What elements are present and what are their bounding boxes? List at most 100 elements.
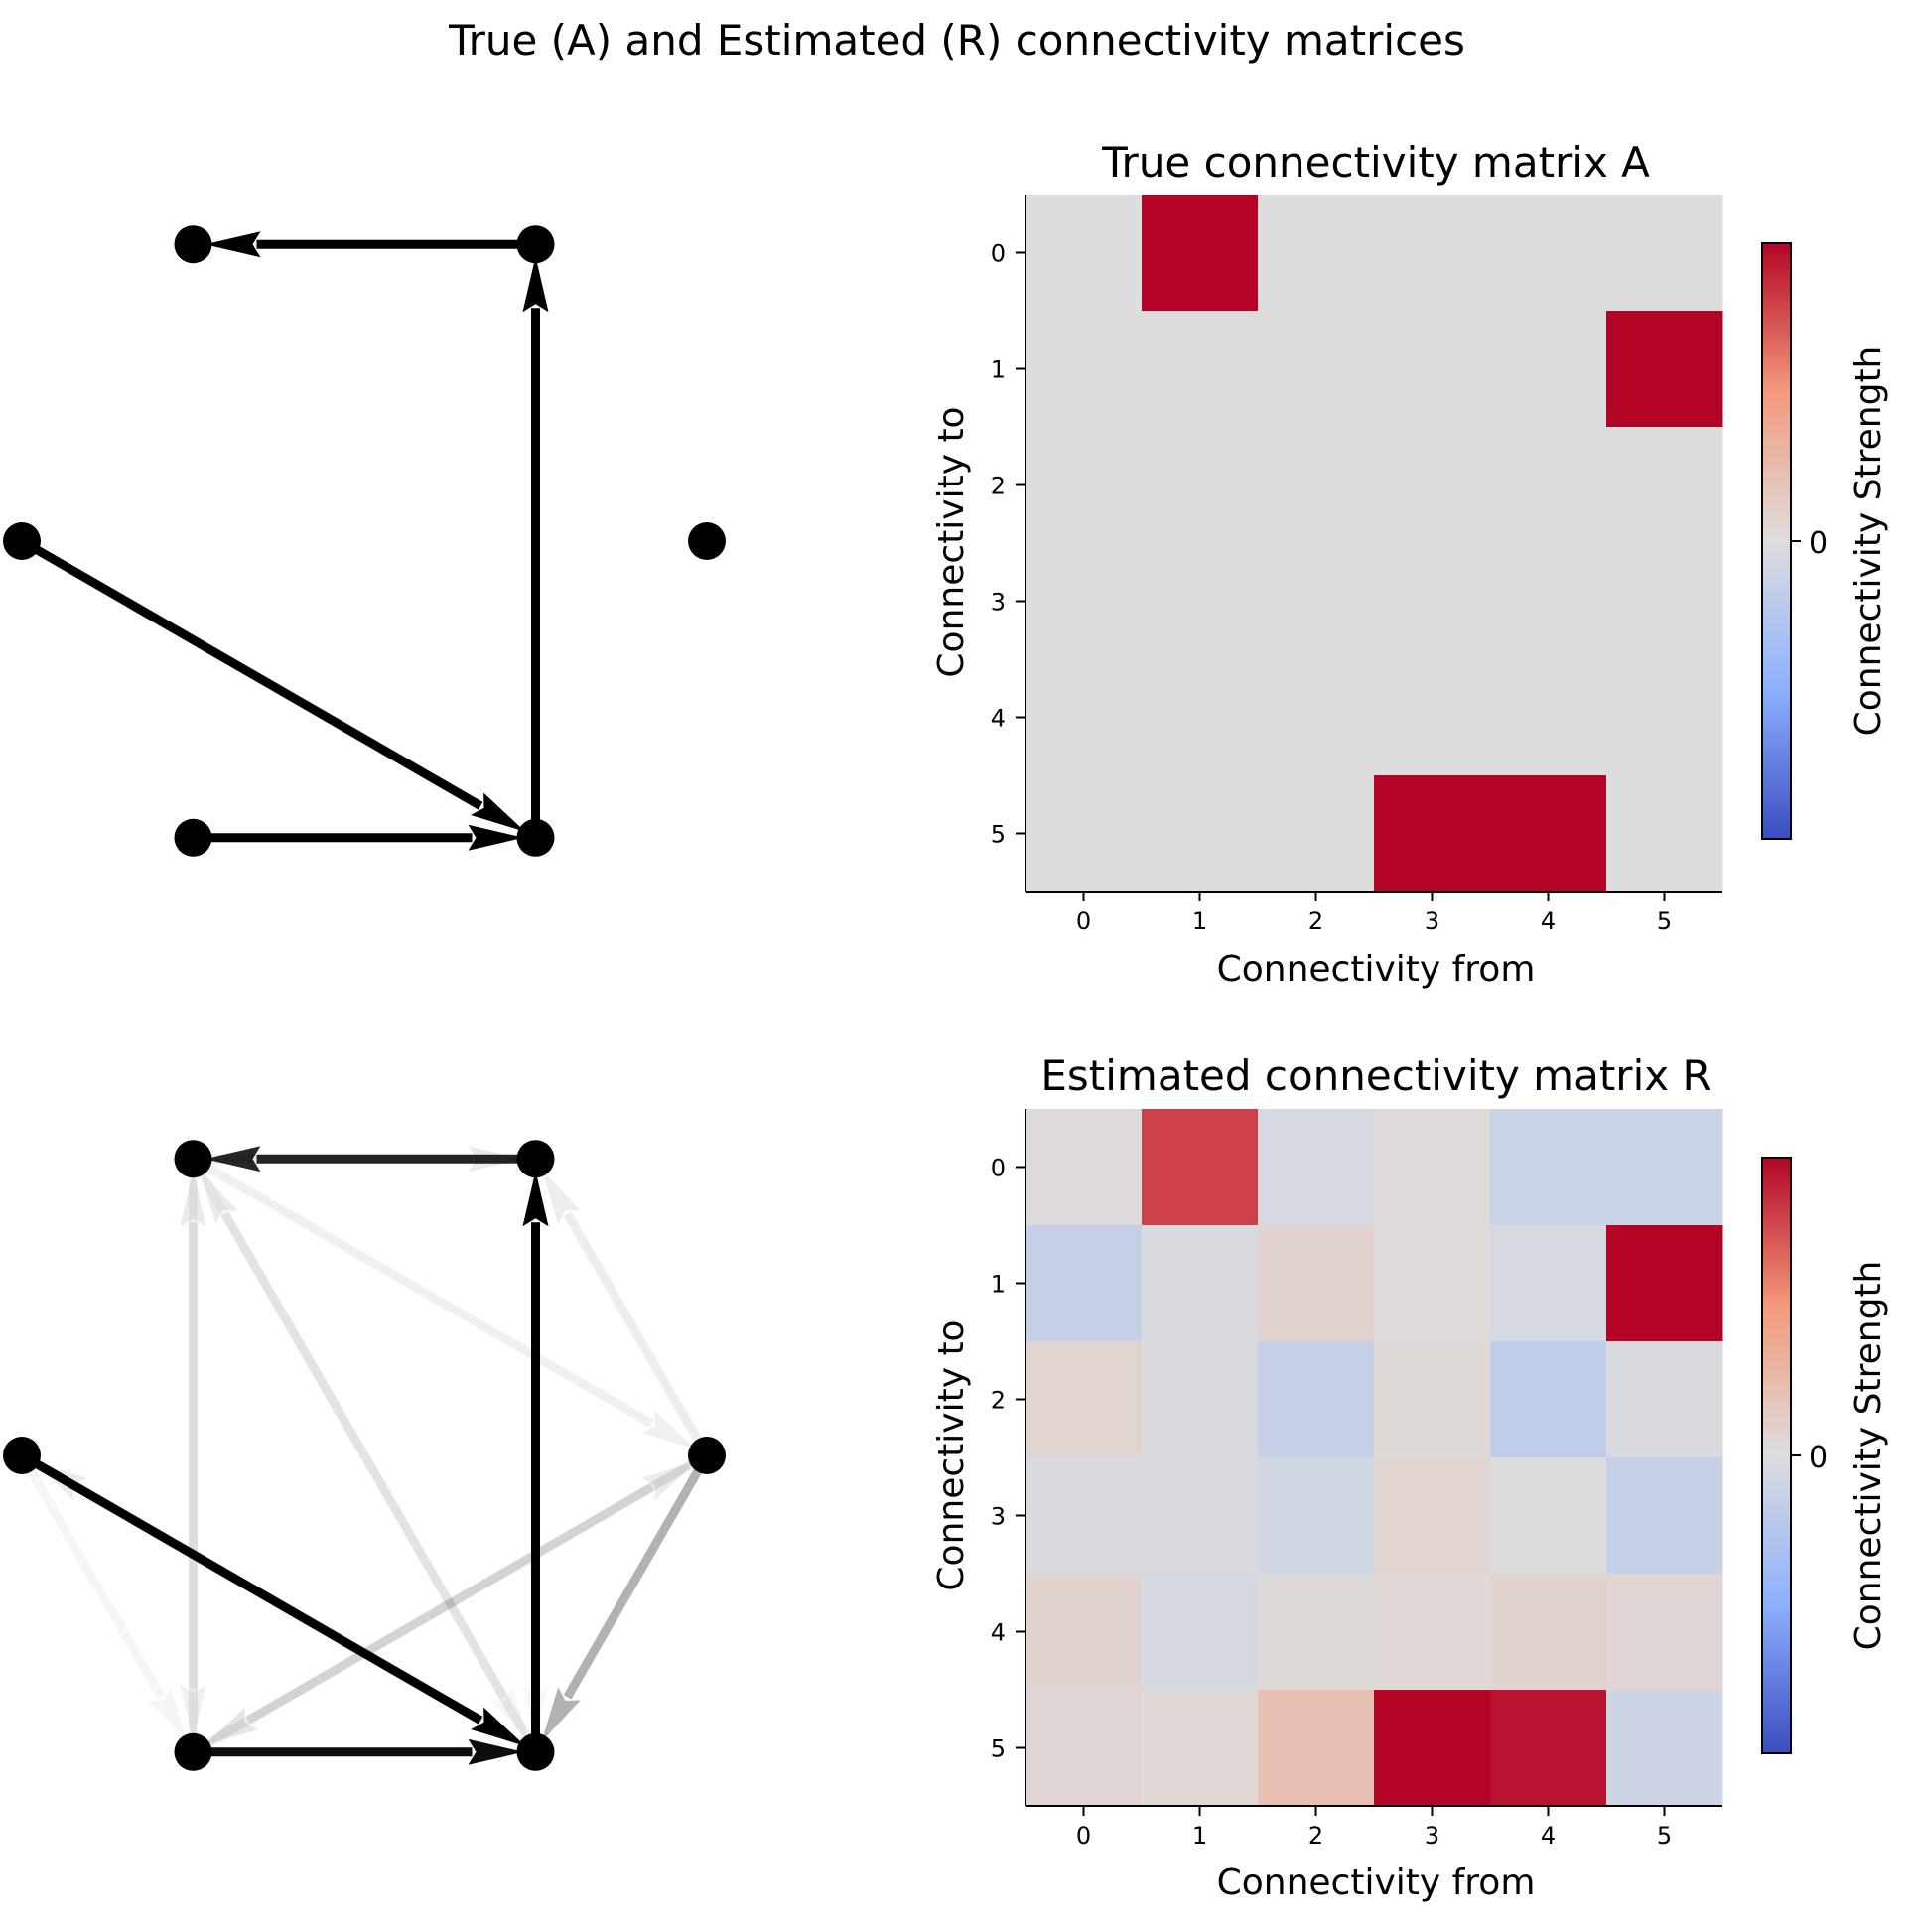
graph-node [3, 522, 41, 560]
edge-arrowhead [205, 1146, 261, 1173]
graph-node [516, 818, 555, 857]
y-tick-label: 1 [991, 356, 1006, 384]
matrix-cell [1026, 1690, 1143, 1807]
matrix-cell [1490, 311, 1607, 428]
matrix-cell [1606, 427, 1723, 544]
matrix-cell [1142, 543, 1259, 660]
true-colorbar-tick-label: 0 [1809, 526, 1828, 561]
matrix-cell [1490, 659, 1607, 776]
matrix-cell [1606, 1341, 1723, 1458]
estimated-matrix-xlabel: Connectivity from [1217, 1863, 1536, 1903]
matrix-cell [1606, 659, 1723, 776]
y-tick-label: 3 [991, 589, 1006, 617]
matrix-cell [1026, 775, 1143, 893]
matrix-cell [1490, 1225, 1607, 1342]
estimated-colorbar [1761, 1157, 1792, 1754]
matrix-cell [1258, 1225, 1375, 1342]
edge-arrowhead [522, 1171, 549, 1227]
matrix-cell [1490, 543, 1607, 660]
x-tick-label: 1 [1192, 1822, 1207, 1850]
graph-node [516, 1140, 555, 1178]
edge-line [18, 1452, 166, 1700]
true-colorbar [1761, 242, 1792, 840]
edge-line [245, 1451, 710, 1725]
matrix-cell [1374, 1690, 1491, 1807]
matrix-cell [1490, 1574, 1607, 1691]
graph-node [174, 1732, 212, 1771]
graph-node [174, 225, 212, 264]
matrix-cell [1374, 1574, 1491, 1691]
matrix-cell [1258, 427, 1375, 544]
matrix-cell [1258, 1341, 1375, 1458]
y-tick-label: 1 [991, 1271, 1006, 1299]
estimated-colorbar-tick-label: 0 [1809, 1441, 1828, 1475]
matrix-cell [1142, 1457, 1259, 1575]
matrix-cell [1142, 1690, 1259, 1807]
edge-arrowhead [468, 1146, 524, 1173]
edge-arrowhead [180, 1171, 206, 1227]
matrix-cell [1026, 659, 1143, 776]
estimated-matrix-cells [1026, 1109, 1723, 1807]
matrix-cell [1374, 311, 1491, 428]
edge-line [220, 1211, 540, 1755]
matrix-cell [1258, 775, 1375, 893]
true-matrix-ylabel: Connectivity to [931, 406, 972, 677]
y-tick-label: 2 [991, 1387, 1006, 1415]
matrix-cell [1606, 775, 1723, 893]
matrix-cell [1142, 1109, 1259, 1226]
matrix-cell [1374, 195, 1491, 312]
edge-line [563, 1211, 711, 1458]
edge-line [191, 1155, 654, 1428]
estimated-matrix-panel: Estimated connectivity matrix R 0 1 2 3 4 5 0 1… [931, 1051, 1889, 1903]
matrix-cell [1374, 1457, 1491, 1575]
matrix-cell [1258, 1109, 1375, 1226]
edge-line [19, 1451, 483, 1725]
matrix-cell [1374, 543, 1491, 660]
edge-arrowhead [468, 824, 524, 851]
matrix-cell [1142, 1574, 1259, 1691]
y-tick-label: 0 [991, 1155, 1006, 1182]
edge-arrowhead [641, 1461, 697, 1501]
x-tick-label: 3 [1425, 1822, 1439, 1850]
matrix-cell [1374, 1225, 1491, 1342]
matrix-cell [1374, 775, 1491, 893]
matrix-cell [1142, 195, 1259, 312]
estimated-matrix-title: Estimated connectivity matrix R [1040, 1051, 1710, 1100]
true-matrix-title: True connectivity matrix A [1101, 138, 1650, 187]
edge-arrowhead [541, 1169, 581, 1224]
matrix-cell [1606, 1574, 1723, 1691]
matrix-cell [1606, 311, 1723, 428]
matrix-cell [1374, 427, 1491, 544]
true-colorbar-label: Connectivity Strength [1848, 346, 1889, 737]
x-tick-label: 0 [1076, 907, 1091, 935]
x-tick-label: 5 [1657, 1822, 1672, 1850]
y-tick-label: 4 [991, 1619, 1006, 1647]
estimated-matrix-axes: 0 1 2 3 4 5 0 1 2 3 4 5 [991, 1109, 1722, 1850]
x-tick-label: 4 [1541, 1822, 1556, 1850]
y-tick-label: 5 [991, 821, 1006, 849]
graph-node [174, 1140, 212, 1178]
x-tick-label: 2 [1308, 1822, 1323, 1850]
matrix-cell [1374, 1109, 1491, 1226]
matrix-cell [1606, 1457, 1723, 1575]
matrix-cell [1258, 659, 1375, 776]
matrix-cell [1026, 1457, 1143, 1575]
matrix-cell [1026, 1341, 1143, 1458]
y-tick-label: 3 [991, 1503, 1006, 1531]
edge-arrowhead [148, 1687, 188, 1742]
graph-node [174, 818, 212, 857]
matrix-cell [1606, 543, 1723, 660]
y-tick-label: 5 [991, 1735, 1006, 1763]
true-matrix-cells [1026, 195, 1723, 893]
matrix-cell [1258, 1574, 1375, 1691]
edge-line [19, 537, 483, 810]
graph-node [3, 1437, 41, 1474]
matrix-cell [1374, 1341, 1491, 1458]
estimated-connectivity-graph [3, 1140, 726, 1771]
matrix-cell [1026, 1109, 1143, 1226]
matrix-cell [1026, 543, 1143, 660]
true-matrix-panel: True connectivity matrix A 0 1 2 3 4 5012345 … [931, 138, 1889, 990]
graph-node [688, 1437, 726, 1474]
matrix-cell [1258, 311, 1375, 428]
